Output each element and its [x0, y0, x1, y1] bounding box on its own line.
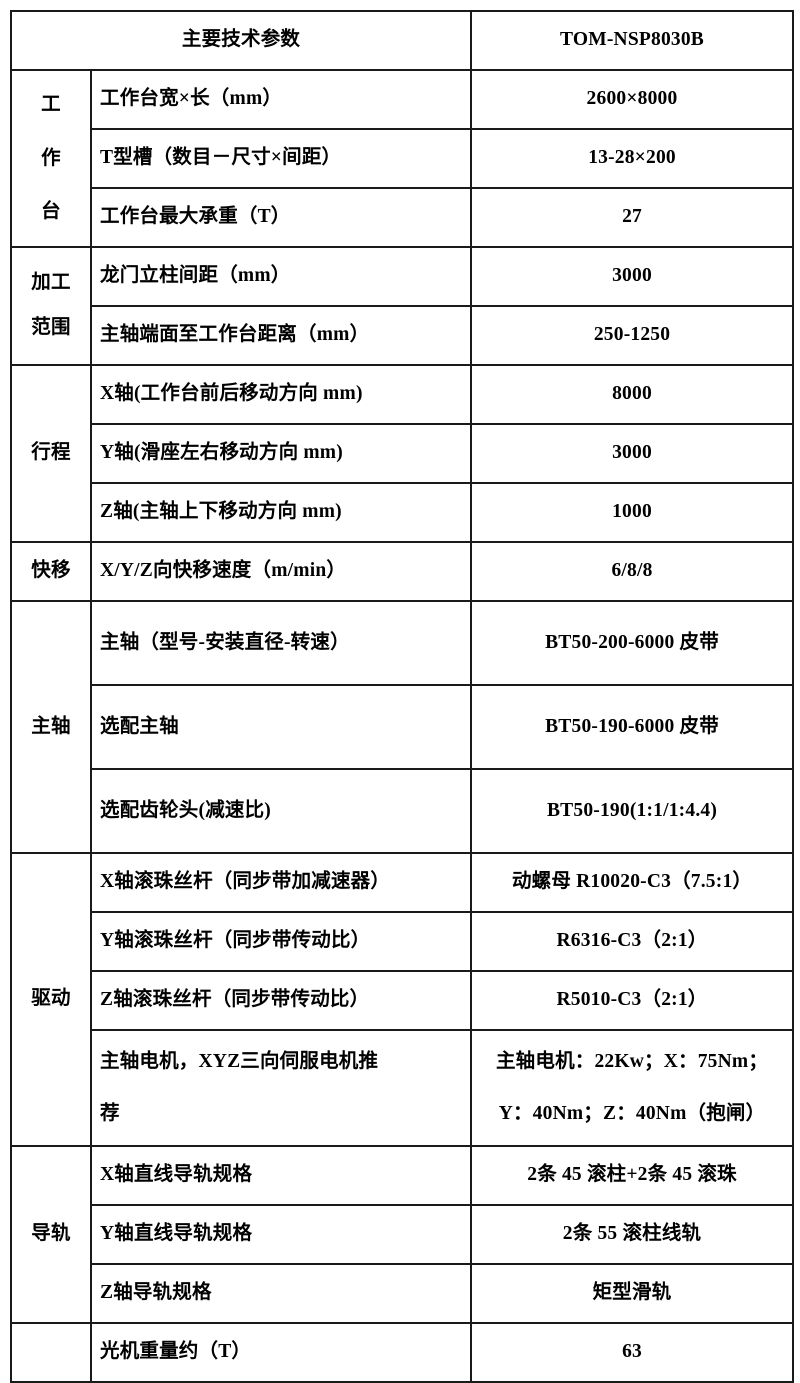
table-row: 主轴 主轴（型号-安装直径-转速） BT50-200-6000 皮带	[10, 600, 795, 854]
table-row: Z轴滚珠丝杆（同步带传动比） R5010-C3（2:1）	[11, 970, 795, 1031]
param-value: 6/8/8	[470, 541, 795, 602]
param-label: X轴(工作台前后移动方向 mm)	[89, 364, 473, 425]
group-label-travel: 行程	[10, 364, 92, 543]
param-label: Y轴(滑座左右移动方向 mm)	[89, 423, 473, 484]
param-label: 选配齿轮头(减速比)	[89, 768, 473, 854]
table-row: Y轴直线导轨规格 2条 55 滚柱线轨	[11, 1204, 795, 1265]
table-row: Z轴(主轴上下移动方向 mm) 1000	[11, 482, 795, 543]
param-label: Y轴滚珠丝杆（同步带传动比）	[89, 911, 473, 972]
technical-parameters-table: 主要技术参数 TOM-NSP8030B 工 作 台 工作台宽×长（mm） 260…	[9, 10, 795, 1383]
param-label: 工作台最大承重（T）	[89, 187, 473, 248]
param-label: T型槽（数目－尺寸×间距）	[89, 128, 473, 189]
param-label-line: 荐	[100, 1102, 120, 1124]
group-label-drive: 驱动	[10, 852, 92, 1147]
param-value: BT50-190-6000 皮带	[470, 684, 795, 770]
group-label-worktable: 工 作 台	[10, 69, 92, 248]
param-value: 动螺母 R10020-C3（7.5:1）	[470, 852, 795, 913]
param-value: BT50-200-6000 皮带	[470, 600, 795, 686]
table-row: 主轴电机，XYZ三向伺服电机推 荐 主轴电机：22Kw；X：75Nm； Y：40…	[11, 1029, 795, 1147]
param-value: 63	[470, 1322, 795, 1383]
param-value: 250-1250	[470, 305, 795, 366]
param-value: 13-28×200	[470, 128, 795, 189]
param-value: 3000	[470, 423, 795, 484]
param-label: 龙门立柱间距（mm）	[89, 246, 473, 307]
param-label: 主轴电机，XYZ三向伺服电机推 荐	[89, 1029, 473, 1147]
table-row: Y轴(滑座左右移动方向 mm) 3000	[11, 423, 795, 484]
param-value: 27	[470, 187, 795, 248]
table-row: Z轴导轨规格 矩型滑轨	[11, 1263, 795, 1324]
param-label: Y轴直线导轨规格	[89, 1204, 473, 1265]
param-label: X轴直线导轨规格	[89, 1145, 473, 1206]
table-row: 选配主轴 BT50-190-6000 皮带	[11, 684, 795, 770]
table-row: 驱动 X轴滚珠丝杆（同步带加减速器） 动螺母 R10020-C3（7.5:1）	[10, 852, 795, 1147]
group-label-line: 行程	[31, 442, 71, 464]
param-value: 矩型滑轨	[470, 1263, 795, 1324]
group-label-rapid-traverse: 快移	[10, 541, 92, 602]
param-label: 主轴端面至工作台距离（mm）	[89, 305, 473, 366]
group-label-machining-range: 加工 范围	[10, 246, 92, 366]
group-label-line: 驱动	[31, 988, 71, 1010]
param-value-line: Y：40Nm；Z：40Nm（抱闸）	[498, 1102, 766, 1124]
param-label: 光机重量约（T）	[89, 1322, 473, 1383]
table-row: 选配齿轮头(减速比) BT50-190(1:1/1:4.4)	[11, 768, 795, 854]
param-value: 1000	[470, 482, 795, 543]
param-label: 选配主轴	[89, 684, 473, 770]
param-value: 8000	[470, 364, 795, 425]
table-row: 主轴端面至工作台距离（mm） 250-1250	[11, 305, 795, 366]
group-label-char: 作	[41, 147, 61, 169]
param-value-multiline: 主轴电机：22Kw；X：75Nm； Y：40Nm；Z：40Nm（抱闸）	[480, 1036, 784, 1140]
group-label-char: 台	[41, 201, 61, 223]
param-label: Z轴滚珠丝杆（同步带传动比）	[89, 970, 473, 1031]
group-label-line: 加工	[31, 272, 71, 294]
param-value: 2条 55 滚柱线轨	[470, 1204, 795, 1265]
table-row: 工 作 台 工作台宽×长（mm） 2600×8000	[10, 69, 795, 248]
param-value: 2条 45 滚柱+2条 45 滚珠	[470, 1145, 795, 1206]
param-label-line: 主轴电机，XYZ三向伺服电机推	[100, 1050, 379, 1072]
table-row: 光机重量约（T） 63	[10, 1322, 795, 1383]
table-row: 行程 X轴(工作台前后移动方向 mm) 8000	[10, 364, 795, 543]
param-column-title: 主要技术参数	[9, 10, 473, 71]
group-label-line: 范围	[31, 317, 71, 338]
table-header-row: 主要技术参数 TOM-NSP8030B	[9, 10, 795, 71]
table-row: Y轴滚珠丝杆（同步带传动比） R6316-C3（2:1）	[11, 911, 795, 972]
param-label: Z轴导轨规格	[89, 1263, 473, 1324]
param-label: 工作台宽×长（mm）	[89, 69, 473, 130]
group-label-spindle: 主轴	[10, 600, 92, 854]
param-label: X/Y/Z向快移速度（m/min）	[89, 541, 473, 602]
table-row: 导轨 X轴直线导轨规格 2条 45 滚柱+2条 45 滚珠	[10, 1145, 795, 1324]
param-value: 2600×8000	[470, 69, 795, 130]
group-label-line: 快移	[31, 560, 71, 582]
group-label-empty	[10, 1322, 92, 1383]
group-label-line: 主轴	[31, 715, 71, 737]
param-label: 主轴（型号-安装直径-转速）	[89, 600, 473, 686]
param-label: Z轴(主轴上下移动方向 mm)	[89, 482, 473, 543]
table-row: 快移 X/Y/Z向快移速度（m/min） 6/8/8	[10, 541, 795, 602]
table-row: 加工 范围 龙门立柱间距（mm） 3000	[10, 246, 795, 366]
param-value: R6316-C3（2:1）	[470, 911, 795, 972]
param-value: 主轴电机：22Kw；X：75Nm； Y：40Nm；Z：40Nm（抱闸）	[470, 1029, 795, 1147]
param-value: 3000	[470, 246, 795, 307]
model-number: TOM-NSP8030B	[470, 10, 795, 71]
param-value: R5010-C3（2:1）	[470, 970, 795, 1031]
group-label-guideway: 导轨	[10, 1145, 92, 1324]
group-label-char: 工	[41, 94, 61, 116]
group-label-line: 导轨	[31, 1223, 71, 1245]
param-label: X轴滚珠丝杆（同步带加减速器）	[89, 852, 473, 913]
table-row: 工作台最大承重（T） 27	[11, 187, 795, 248]
param-label-multiline: 主轴电机，XYZ三向伺服电机推 荐	[100, 1036, 462, 1140]
param-value: BT50-190(1:1/1:4.4)	[470, 768, 795, 854]
table-row: T型槽（数目－尺寸×间距） 13-28×200	[11, 128, 795, 189]
param-value-line: 主轴电机：22Kw；X：75Nm；	[495, 1050, 769, 1072]
